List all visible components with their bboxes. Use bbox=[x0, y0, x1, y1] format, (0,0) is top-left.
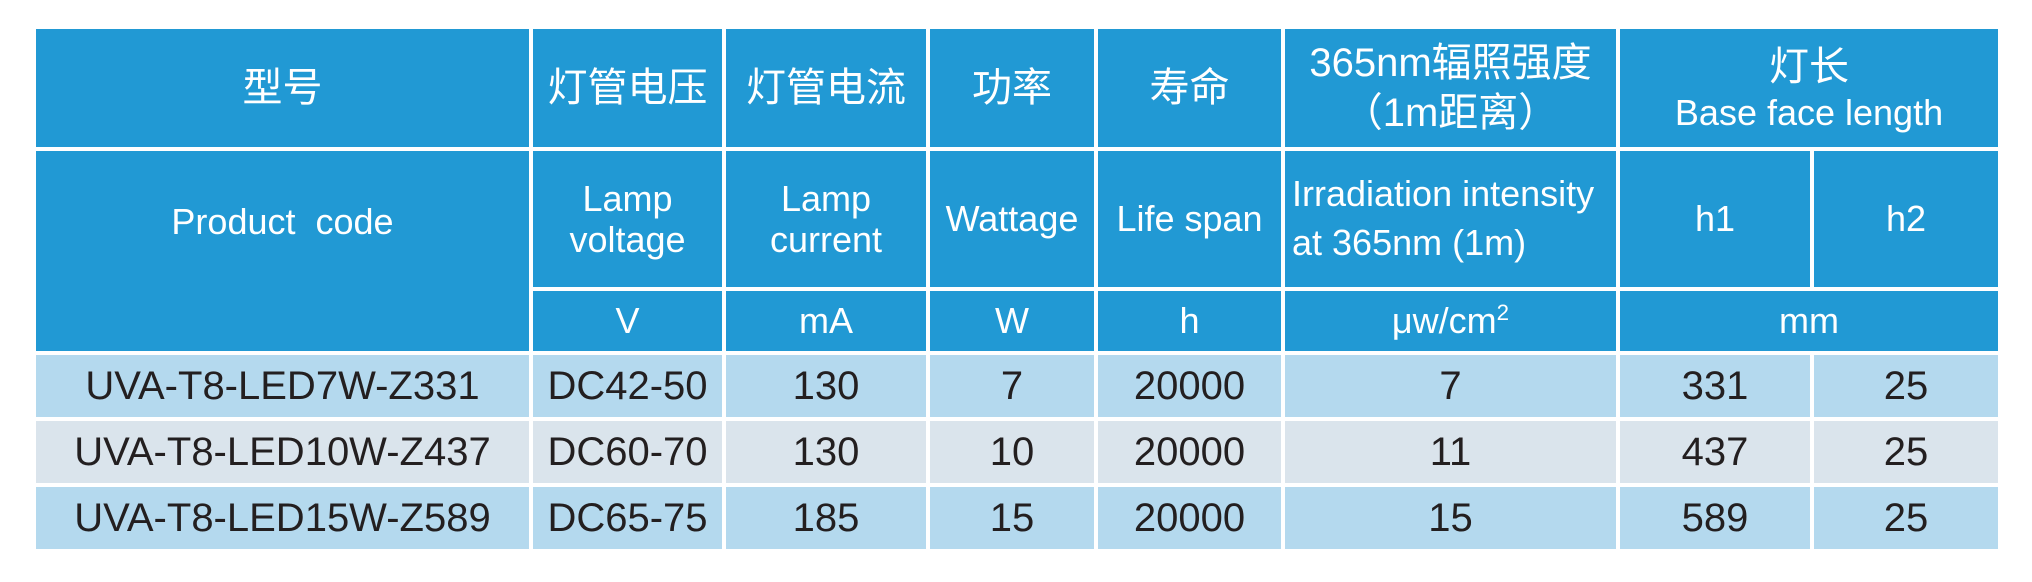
header-wattage-cn: 功率 bbox=[926, 25, 1098, 151]
header-lamp-length-cn: 灯长 bbox=[1769, 45, 1849, 90]
unit-current: mA bbox=[722, 287, 930, 355]
table-row: UVA-T8-LED7W-Z331 DC42-50 130 7 20000 7 … bbox=[32, 351, 2003, 421]
cell-irradiation: 7 bbox=[1281, 351, 1620, 421]
cell-wattage: 7 bbox=[926, 351, 1098, 421]
cell-voltage: DC65-75 bbox=[529, 483, 726, 553]
product-spec-table: 型号 灯管电压 灯管电流 功率 寿命 365nm辐照强度 （1m距离） 灯长 B… bbox=[32, 25, 2003, 553]
cell-current: 130 bbox=[722, 351, 930, 421]
header-wattage-en: Wattage bbox=[926, 147, 1098, 291]
header-current-en: Lamp current bbox=[722, 147, 930, 291]
header-voltage-en: Lamp voltage bbox=[529, 147, 726, 291]
cell-irradiation: 11 bbox=[1281, 417, 1620, 487]
unit-irradiation: μw/cm2 bbox=[1281, 287, 1620, 355]
unit-irradiation-exponent: 2 bbox=[1496, 300, 1510, 325]
cell-h2: 25 bbox=[1809, 417, 2003, 487]
header-irradiation-cn: 365nm辐照强度 （1m距离） bbox=[1281, 25, 1620, 151]
table-row: UVA-T8-LED15W-Z589 DC65-75 185 15 20000 … bbox=[32, 483, 2003, 553]
header-lamp-length-en: Base face length bbox=[1674, 92, 1944, 134]
header-voltage-cn: 灯管电压 bbox=[529, 25, 726, 151]
unit-wattage: W bbox=[926, 287, 1098, 355]
cell-h1: 589 bbox=[1616, 483, 1814, 553]
header-row-english: Product code Lamp voltage Lamp current W… bbox=[32, 147, 2003, 355]
cell-lifespan: 20000 bbox=[1094, 483, 1285, 553]
cell-lifespan: 20000 bbox=[1094, 417, 1285, 487]
header-product-code: Product code bbox=[32, 147, 533, 355]
header-irradiation-cn-line1: 365nm辐照强度 bbox=[1309, 41, 1592, 85]
header-lamp-length: 灯长 Base face length bbox=[1615, 25, 2003, 151]
cell-h2: 25 bbox=[1809, 483, 2003, 553]
header-lifespan-en: Life span bbox=[1094, 147, 1285, 291]
header-irradiation-en: Irradiation intensity at 365nm (1m) bbox=[1281, 147, 1620, 291]
cell-h1: 331 bbox=[1616, 351, 1814, 421]
cell-current: 130 bbox=[722, 417, 930, 487]
cell-wattage: 10 bbox=[926, 417, 1098, 487]
header-model-cn: 型号 bbox=[32, 25, 533, 151]
header-h1: h1 bbox=[1616, 147, 1814, 291]
unit-irradiation-base: μw/cm bbox=[1391, 300, 1497, 341]
cell-h1: 437 bbox=[1616, 417, 1814, 487]
table-row: UVA-T8-LED10W-Z437 DC60-70 130 10 20000 … bbox=[32, 417, 2003, 487]
cell-product-code: UVA-T8-LED15W-Z589 bbox=[32, 483, 533, 553]
unit-voltage: V bbox=[529, 287, 726, 355]
header-current-cn: 灯管电流 bbox=[722, 25, 930, 151]
cell-product-code: UVA-T8-LED10W-Z437 bbox=[32, 417, 533, 487]
unit-length: mm bbox=[1615, 287, 2003, 355]
cell-current: 185 bbox=[722, 483, 930, 553]
header-irradiation-cn-line2: （1m距离） bbox=[1342, 91, 1559, 135]
cell-irradiation: 15 bbox=[1281, 483, 1620, 553]
cell-lifespan: 20000 bbox=[1094, 351, 1285, 421]
cell-voltage: DC60-70 bbox=[529, 417, 726, 487]
header-lifespan-cn: 寿命 bbox=[1094, 25, 1285, 151]
header-row-units: V mA W h μw/cm2 mm bbox=[34, 287, 2003, 355]
cell-wattage: 15 bbox=[926, 483, 1098, 553]
unit-lifespan: h bbox=[1094, 287, 1285, 355]
header-h2: h2 bbox=[1809, 147, 2003, 291]
cell-voltage: DC42-50 bbox=[529, 351, 726, 421]
cell-h2: 25 bbox=[1809, 351, 2003, 421]
cell-product-code: UVA-T8-LED7W-Z331 bbox=[32, 351, 533, 421]
header-row-chinese: 型号 灯管电压 灯管电流 功率 寿命 365nm辐照强度 （1m距离） 灯长 B… bbox=[32, 25, 2003, 151]
